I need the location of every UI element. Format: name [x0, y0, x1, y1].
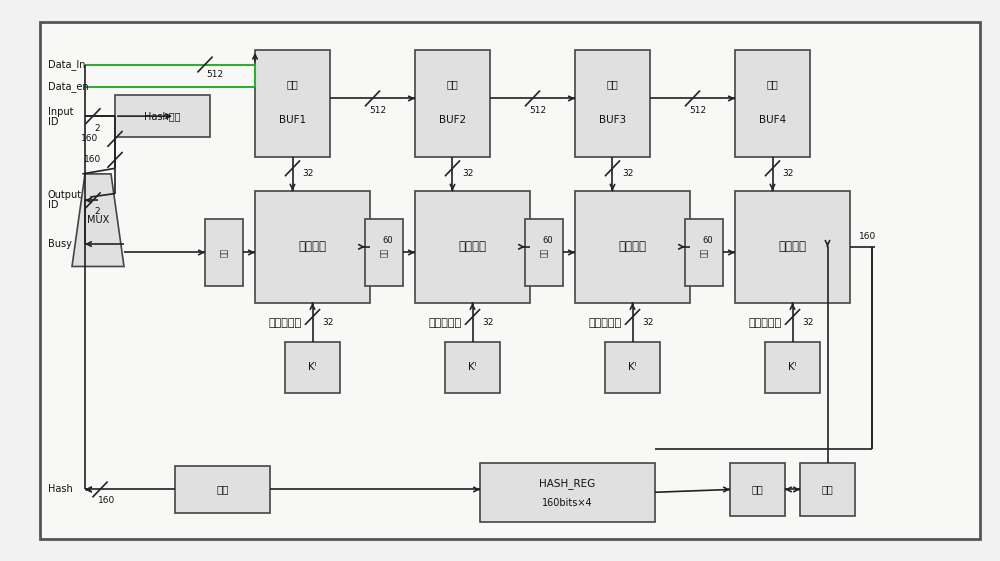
Text: 32: 32: [322, 318, 333, 327]
Text: Data_In: Data_In: [48, 59, 86, 70]
Text: 60: 60: [543, 236, 553, 245]
Bar: [445, 342, 500, 393]
Text: 32: 32: [462, 169, 473, 178]
Text: 160: 160: [98, 496, 116, 505]
Text: 32: 32: [622, 169, 633, 178]
Text: HASH_REG: HASH_REG: [539, 478, 596, 489]
Bar: [575, 191, 690, 303]
Text: 512: 512: [206, 70, 224, 79]
Bar: [605, 342, 660, 393]
Bar: [735, 191, 850, 303]
Text: 160: 160: [84, 155, 102, 164]
Text: 存储: 存储: [607, 80, 618, 90]
Bar: [415, 50, 490, 157]
Text: Data_en: Data_en: [48, 81, 89, 93]
Bar: [765, 342, 820, 393]
Text: 160bits×4: 160bits×4: [542, 498, 593, 508]
Text: 迭代运算: 迭代运算: [618, 240, 646, 254]
Text: 迭代运算: 迭代运算: [458, 240, 486, 254]
Text: Input: Input: [48, 107, 74, 117]
Text: 160: 160: [859, 232, 877, 241]
Text: 32: 32: [802, 318, 813, 327]
Bar: [510, 151, 700, 331]
Bar: [255, 50, 330, 157]
Text: 初始: 初始: [540, 248, 548, 257]
Text: Kᴵ: Kᴵ: [308, 362, 317, 373]
Bar: [285, 342, 340, 393]
Text: 2: 2: [94, 207, 100, 216]
Text: 迭代运算: 迭代运算: [778, 240, 806, 254]
Text: 512: 512: [529, 106, 546, 116]
Bar: [685, 219, 723, 286]
Bar: [575, 50, 650, 157]
Text: Busy: Busy: [48, 239, 72, 249]
Bar: [350, 151, 540, 331]
Text: 512: 512: [369, 106, 386, 116]
Text: 迭代运算: 迭代运算: [298, 240, 326, 254]
Bar: [205, 219, 243, 286]
Text: 存储: 存储: [287, 80, 298, 90]
Text: 32: 32: [302, 169, 313, 178]
Text: 60: 60: [383, 236, 393, 245]
Text: 32: 32: [642, 318, 653, 327]
Bar: [730, 463, 785, 516]
Text: 初始: 初始: [219, 248, 228, 257]
Text: 初始: 初始: [700, 248, 709, 257]
Text: 存储: 存储: [767, 80, 778, 90]
Bar: [415, 191, 530, 303]
Bar: [735, 50, 810, 157]
Polygon shape: [72, 174, 124, 266]
Text: BUF1: BUF1: [279, 115, 306, 125]
Text: 第三级流水: 第三级流水: [588, 318, 622, 328]
Text: 512: 512: [689, 106, 706, 116]
Text: ID: ID: [48, 200, 58, 210]
Text: 存储: 存储: [447, 80, 458, 90]
Text: 第二级流水: 第二级流水: [428, 318, 462, 328]
Text: BUF4: BUF4: [759, 115, 786, 125]
Text: ID: ID: [48, 117, 58, 127]
Text: 160: 160: [81, 134, 99, 144]
Text: 60: 60: [703, 236, 713, 245]
Bar: [365, 219, 403, 286]
Bar: [525, 219, 563, 286]
Text: MUX: MUX: [87, 215, 109, 225]
Text: Kᴵ: Kᴵ: [628, 362, 637, 373]
Text: Hash生成: Hash生成: [144, 112, 181, 121]
Text: 2: 2: [94, 124, 100, 133]
Text: 输出: 输出: [216, 485, 229, 494]
Text: BUF3: BUF3: [599, 115, 626, 125]
Text: 第一级流水: 第一级流水: [268, 318, 302, 328]
Text: Hash: Hash: [48, 484, 73, 494]
Text: 32: 32: [482, 318, 493, 327]
Text: BUF2: BUF2: [439, 115, 466, 125]
Bar: [175, 466, 270, 513]
Text: Output: Output: [48, 190, 82, 200]
Bar: [255, 191, 370, 303]
Text: 加法: 加法: [752, 485, 763, 494]
Bar: [115, 95, 210, 137]
Bar: [190, 151, 380, 331]
Text: 寄存: 寄存: [822, 485, 833, 494]
Text: 第四级流水: 第四级流水: [748, 318, 782, 328]
Bar: [670, 151, 860, 331]
Text: 32: 32: [782, 169, 793, 178]
Text: Kᴵ: Kᴵ: [468, 362, 477, 373]
Bar: [480, 463, 655, 522]
Bar: [800, 463, 855, 516]
Text: 初始: 初始: [380, 248, 388, 257]
Text: Kᴵ: Kᴵ: [788, 362, 797, 373]
